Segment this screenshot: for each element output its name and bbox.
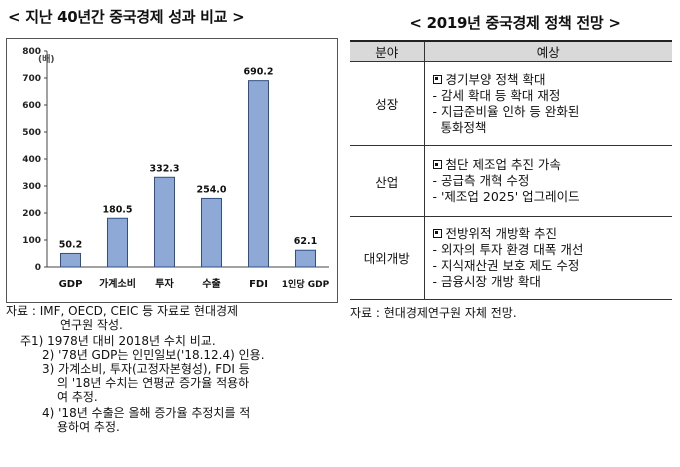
- bar: [201, 197, 222, 268]
- table-row: 성장 경기부양 정책 확대 - 감세 확대 등 확대 재정 - 지급준비율 인하…: [350, 61, 672, 146]
- note-3: 3) 가계소비, 투자(고정자본형성), FDI 등: [42, 362, 250, 376]
- table-row: 산업 첨단 제조업 추진 가속 - 공급측 개혁 수정 - '제조업 2025'…: [350, 145, 672, 217]
- header-forecast: 예상: [424, 42, 672, 62]
- bar: [107, 217, 128, 268]
- x-tick-label: FDI: [249, 279, 268, 290]
- chart-title: < 지난 40년간 중국경제 성과 비교 >: [8, 8, 245, 26]
- chart-notes: 자료 : IMF, OECD, CEIC 등 자료로 현대경제 연구원 작성. …: [6, 304, 346, 434]
- note-3: 의 '18년 수치는 연평균 증가율 적용하: [57, 376, 250, 390]
- bar-value-label: 50.2: [59, 239, 82, 250]
- row-field: 산업: [350, 145, 425, 217]
- row-main: 전방위적 개방확 추진: [445, 225, 557, 241]
- bar-chart-svg: 0 100 200 300 400 500 600 700 800 50.2 GDP 180.5 가계소…: [22, 47, 330, 290]
- y-tick-label: 100: [22, 236, 41, 246]
- y-tick-label: 300: [22, 182, 41, 192]
- bar-value-label: 690.2: [243, 67, 273, 78]
- bar: [154, 176, 175, 268]
- y-tick-label: 400: [22, 155, 41, 165]
- square-bullet-icon: [432, 228, 442, 238]
- y-tick-label: 700: [22, 74, 41, 84]
- row-main: 첨단 제조업 추진 가속: [445, 157, 561, 172]
- x-tick-label: 수출: [202, 277, 220, 290]
- x-tick-label: 투자: [155, 277, 174, 290]
- table-source: 자료 : 현대경제연구원 자체 전망.: [350, 306, 517, 320]
- row-sub: - 지급준비율 인하 등 완화된: [432, 103, 580, 119]
- note-1: 주1) 1978년 대비 2018년 수치 비교.: [20, 334, 216, 348]
- bar-value-label: 332.3: [149, 163, 179, 174]
- y-tick-label: 500: [22, 128, 41, 138]
- note-3: 여 추정.: [57, 390, 98, 404]
- bar-value-label: 254.0: [196, 184, 226, 195]
- bar: [248, 80, 269, 268]
- y-tick-label: 600: [22, 101, 41, 111]
- x-tick-label: 가계소비: [99, 277, 136, 290]
- bar-value-label: 180.5: [102, 204, 132, 215]
- note-source: 자료 : IMF, OECD, CEIC 등 자료로 현대경제: [6, 304, 239, 318]
- y-tick-label: 0: [35, 263, 41, 273]
- policy-table: 분야 예상 성장 경기부양 정책 확대 - 감세 확대 등 확대 재정 - 지급…: [350, 40, 672, 300]
- row-sub: - 지식재산권 보호 제도 수정: [432, 257, 580, 273]
- header-field: 분야: [350, 42, 425, 62]
- bar-chart: 0 100 200 300 400 500 600 700 800 50.2 GDP 180.5 가계소…: [6, 38, 338, 303]
- unit-label: (배): [38, 55, 55, 65]
- bar: [295, 249, 316, 268]
- bar-value-label: 62.1: [294, 236, 317, 247]
- table-title: < 2019년 중국경제 정책 전망 >: [409, 14, 621, 32]
- row-field: 대외개방: [350, 216, 425, 299]
- y-tick-label: 200: [22, 209, 41, 219]
- row-sub: - 감세 확대 등 확대 재정: [432, 87, 561, 103]
- row-sub: - '제조업 2025' 업그레이드: [432, 189, 580, 204]
- y-tick-label: 800: [22, 47, 41, 57]
- row-sub: - 금융시장 개방 확대: [432, 273, 541, 289]
- row-field: 성장: [350, 61, 425, 146]
- note-4: 4) '18년 수출은 올해 증가율 추정치를 적: [42, 406, 251, 420]
- note-4: 용하여 추정.: [57, 420, 120, 434]
- note-source: 연구원 작성.: [60, 318, 123, 332]
- row-sub: - 공급측 개혁 수정: [432, 173, 530, 188]
- bar: [60, 252, 81, 268]
- row-main: 경기부양 정책 확대: [445, 71, 546, 87]
- table-row: 대외개방 전방위적 개방확 추진 - 외자의 투자 환경 대폭 개선 - 지식재…: [350, 216, 672, 299]
- row-sub: - 외자의 투자 환경 대폭 개선: [432, 241, 584, 257]
- row-sub: 통화정책: [440, 119, 487, 135]
- note-2: 2) '78년 GDP는 인민일보('18.12.4) 인용.: [42, 348, 265, 362]
- x-tick-label: 1인당 GDP: [282, 278, 330, 290]
- square-bullet-icon: [432, 74, 442, 84]
- square-bullet-icon: [432, 160, 442, 169]
- x-tick-label: GDP: [59, 279, 83, 290]
